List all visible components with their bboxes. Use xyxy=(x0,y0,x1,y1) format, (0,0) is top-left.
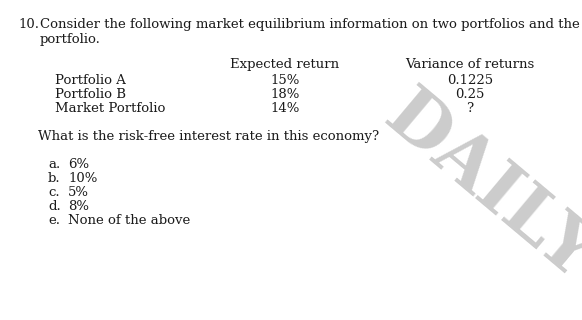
Text: Expected return: Expected return xyxy=(230,58,339,71)
Text: 18%: 18% xyxy=(270,88,300,101)
Text: Variance of returns: Variance of returns xyxy=(406,58,535,71)
Text: What is the risk-free interest rate in this economy?: What is the risk-free interest rate in t… xyxy=(38,130,379,143)
Text: 8%: 8% xyxy=(68,200,89,213)
Text: Portfolio A: Portfolio A xyxy=(55,74,126,87)
Text: c.: c. xyxy=(48,186,59,199)
Text: 15%: 15% xyxy=(270,74,300,87)
Text: Consider the following market equilibrium information on two portfolios and the : Consider the following market equilibriu… xyxy=(40,18,582,31)
Text: Portfolio B: Portfolio B xyxy=(55,88,126,101)
Text: 10%: 10% xyxy=(68,172,97,185)
Text: 14%: 14% xyxy=(270,102,300,115)
Text: d.: d. xyxy=(48,200,61,213)
Text: a.: a. xyxy=(48,158,61,171)
Text: portfolio.: portfolio. xyxy=(40,33,101,46)
Text: 6%: 6% xyxy=(68,158,89,171)
Text: b.: b. xyxy=(48,172,61,185)
Text: 0.1225: 0.1225 xyxy=(447,74,493,87)
Text: ?: ? xyxy=(466,102,474,115)
Text: e.: e. xyxy=(48,214,60,227)
Text: None of the above: None of the above xyxy=(68,214,190,227)
Text: 0.25: 0.25 xyxy=(455,88,485,101)
Text: Market Portfolio: Market Portfolio xyxy=(55,102,165,115)
Text: DAILY: DAILY xyxy=(371,80,582,295)
Text: 10.: 10. xyxy=(18,18,39,31)
Text: 5%: 5% xyxy=(68,186,89,199)
